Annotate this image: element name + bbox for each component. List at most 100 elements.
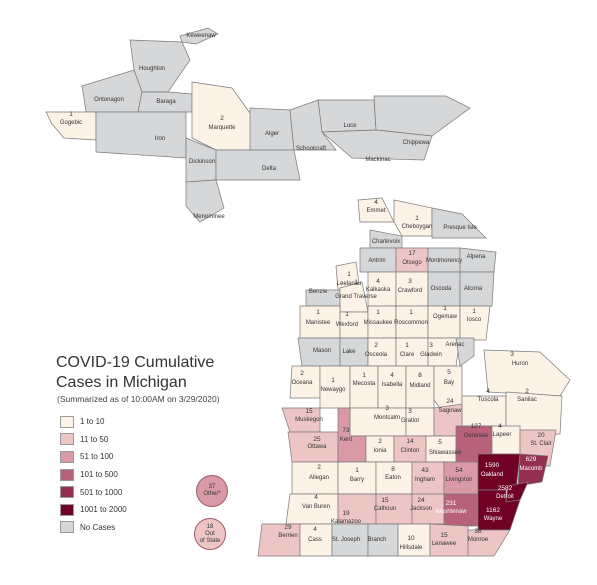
county-count-ionia: 2 bbox=[378, 438, 382, 445]
county-label-missaukee: Missaukee bbox=[364, 320, 393, 326]
county-count-sanilac: 2 bbox=[525, 388, 529, 395]
labels-layer: Keweenaw Houghton Ontonagon Baraga Gogebic 1 M… bbox=[60, 33, 552, 551]
county-schoolcraft bbox=[289, 99, 337, 151]
county-monroe bbox=[467, 529, 511, 557]
county-count-monroe: 38 bbox=[474, 528, 482, 535]
county-label-lenawee: Lenawee bbox=[432, 541, 457, 547]
legend-label: 501 to 1000 bbox=[80, 487, 123, 497]
county-count-livingston: 54 bbox=[455, 467, 463, 474]
county-count-manistee: 1 bbox=[316, 309, 320, 316]
legend-swatch bbox=[60, 433, 74, 446]
county-label-gratiot: Gratiot bbox=[401, 418, 419, 424]
county-count-hillsdale: 10 bbox=[407, 535, 415, 542]
county-label-otsego: Otsego bbox=[402, 260, 422, 266]
county-label-sanilac: Sanilac bbox=[517, 397, 537, 403]
county-count-clinton: 14 bbox=[406, 438, 414, 445]
county-count-eaton: 8 bbox=[391, 466, 395, 473]
county-huron bbox=[483, 349, 571, 397]
legend-label: 11 to 50 bbox=[80, 434, 109, 444]
map-title: COVID-19 Cumulative Cases in Michigan bbox=[56, 354, 215, 391]
county-count-cheboygan: 1 bbox=[415, 215, 419, 222]
county-count-tuscola: 4 bbox=[486, 388, 490, 395]
county-count-saginaw: 24 bbox=[446, 398, 454, 405]
county-count-missaukee: 1 bbox=[376, 309, 380, 316]
county-label-dickinson: Dickinson bbox=[189, 159, 215, 165]
county-label-kalamazoo: Kalamazoo bbox=[331, 519, 362, 525]
county-label-bay: Bay bbox=[444, 380, 454, 386]
county-label-ottawa: Ottawa bbox=[307, 444, 327, 450]
county-chippewa bbox=[373, 95, 471, 137]
county-count-wexford: 1 bbox=[345, 311, 349, 318]
county-count-roscommon: 1 bbox=[409, 309, 413, 316]
county-count-oakland: 1590 bbox=[485, 462, 500, 469]
county-label-luce: Luce bbox=[343, 123, 357, 129]
county-label-midland: Midland bbox=[409, 383, 430, 389]
county-label-houghton: Houghton bbox=[139, 66, 165, 72]
county-label-baraga: Baraga bbox=[156, 99, 176, 105]
county-label-huron: Huron bbox=[512, 361, 528, 367]
county-ontonagon bbox=[81, 69, 143, 113]
county-label-grand-traverse: Grand Traverse bbox=[335, 294, 377, 300]
county-count-huron: 3 bbox=[510, 351, 514, 358]
county-count-gratiot: 3 bbox=[408, 408, 412, 415]
legend-item: 11 to 50 bbox=[60, 431, 127, 449]
county-label-ogemaw: Ogemaw bbox=[433, 314, 458, 320]
county-macomb bbox=[517, 453, 549, 487]
map-subtitle: (Summarized as of 10:00AM on 3/29/2020) bbox=[57, 394, 220, 404]
county-count-kent: 73 bbox=[342, 427, 350, 434]
county-count-lenawee: 15 bbox=[440, 532, 448, 539]
county-count-macomb: 629 bbox=[526, 456, 537, 463]
county-label-cheboygan: Cheboygan bbox=[402, 224, 433, 230]
county-count-wayne: 1162 bbox=[486, 507, 500, 514]
county-label-iron: Iron bbox=[155, 136, 165, 142]
county-label-newaygo: Newaygo bbox=[320, 387, 346, 393]
county-count-gogebic: 1 bbox=[69, 111, 73, 118]
county-count-lapeer: 4 bbox=[498, 423, 502, 430]
county-label-washtenaw: Washtenaw bbox=[435, 509, 467, 515]
county-label-marquette: Marquette bbox=[208, 125, 236, 131]
legend-item: 1 to 10 bbox=[60, 413, 127, 431]
county-count-muskegon: 15 bbox=[305, 408, 313, 415]
county-count-montcalm: 3 bbox=[385, 405, 389, 412]
legend-swatch bbox=[60, 486, 74, 499]
county-count-clare: 1 bbox=[405, 342, 409, 349]
county-label-ionia: Ionia bbox=[373, 448, 387, 454]
county-label-macomb: Macomb bbox=[519, 466, 543, 472]
county-count-marquette: 2 bbox=[220, 115, 224, 122]
county-count-barry: 1 bbox=[355, 467, 359, 474]
legend-item: No Cases bbox=[60, 519, 127, 537]
county-count-otsego: 17 bbox=[408, 250, 416, 257]
county-label-oakland: Oakland bbox=[481, 472, 503, 478]
legend-label: 1 to 10 bbox=[80, 417, 105, 427]
county-count-st-clair: 20 bbox=[537, 432, 545, 439]
county-label-jackson: Jackson bbox=[410, 506, 432, 512]
out-of-state-bubble: 18 Out of State bbox=[194, 518, 226, 550]
county-label-osceola: Osceola bbox=[365, 352, 388, 358]
county-count-washtenaw: 231 bbox=[446, 500, 457, 507]
other-label: Other* bbox=[203, 491, 221, 497]
county-label-shiawassee: Shiawassee bbox=[429, 450, 462, 456]
legend-label: 101 to 500 bbox=[80, 470, 118, 480]
county-label-calhoun: Calhoun bbox=[374, 506, 396, 512]
county-label-st-clair: St. Clair bbox=[530, 441, 551, 447]
legend-swatch bbox=[60, 450, 74, 463]
county-keweenaw bbox=[179, 27, 219, 45]
county-menominee bbox=[185, 179, 225, 223]
county-label-hillsdale: Hillsdale bbox=[400, 545, 423, 551]
county-count-midland: 8 bbox=[418, 372, 422, 379]
county-count-kalamazoo: 19 bbox=[342, 510, 350, 517]
county-count-genesee: 127 bbox=[471, 423, 482, 430]
county-label-crawford: Crawford bbox=[398, 288, 422, 294]
county-count-jackson: 24 bbox=[417, 497, 425, 504]
county-label-wexford: Wexford bbox=[336, 322, 358, 328]
county-label-gladwin: Gladwin bbox=[420, 352, 442, 358]
county-label-st-joseph: St. Joseph bbox=[332, 537, 360, 543]
out-of-state-label-1: Out bbox=[205, 530, 215, 537]
county-count-leelanau: 1 bbox=[347, 271, 351, 278]
county-sanilac bbox=[505, 391, 563, 435]
county-alger bbox=[249, 107, 295, 151]
county-count-calhoun: 15 bbox=[381, 497, 389, 504]
county-count-gladwin: 3 bbox=[429, 342, 433, 349]
county-label-mecosta: Mecosta bbox=[353, 381, 376, 387]
county-label-isabella: Isabella bbox=[382, 382, 403, 388]
